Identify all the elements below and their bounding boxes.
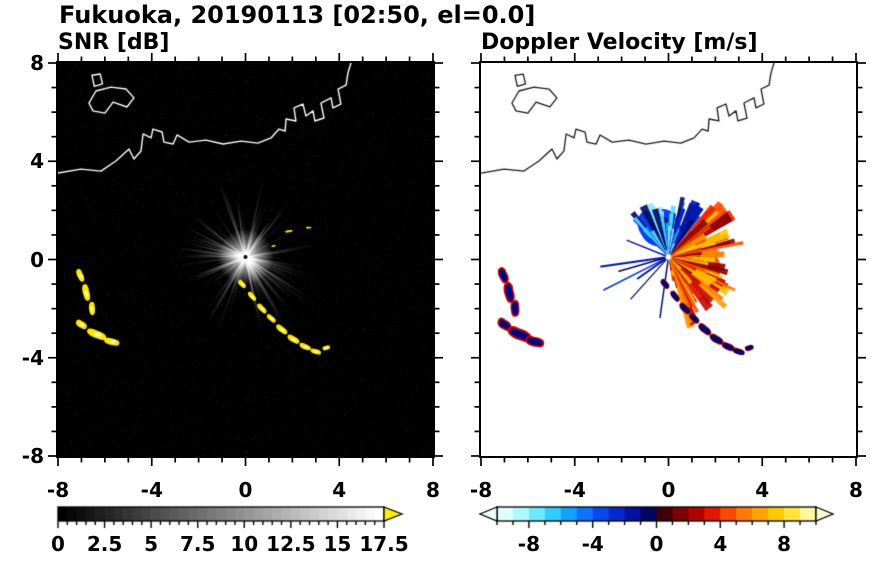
colorbar-tick-label: 0: [51, 532, 65, 556]
x-tick-label: -4: [140, 478, 163, 502]
x-tick-label: 8: [849, 478, 863, 502]
colorbar-tick-label: 5: [144, 532, 159, 556]
colorbar-tick-label: 4: [713, 532, 728, 556]
x-tick-label: 0: [661, 478, 676, 502]
colorbar-tick-label: -4: [581, 532, 604, 556]
doppler-panel-title: Doppler Velocity [m/s]: [481, 30, 758, 55]
y-tick-label: -8: [21, 444, 44, 468]
x-tick-label: 4: [332, 478, 347, 502]
snr-plot-area: [56, 61, 435, 458]
doppler-radar-canvas: [481, 63, 856, 456]
colorbar-tick-label: 15: [323, 532, 352, 556]
colorbar-tick-label: 10: [230, 532, 259, 556]
snr-colorbar: [56, 505, 408, 535]
snr-panel-title: SNR [dB]: [58, 30, 170, 55]
x-tick-label: -4: [563, 478, 586, 502]
colorbar-tick-label: 8: [777, 532, 792, 556]
colorbar-tick-label: 0: [649, 532, 664, 556]
x-tick-label: 4: [755, 478, 770, 502]
y-tick-label: 4: [30, 149, 44, 174]
x-tick-label: 8: [426, 478, 440, 502]
x-tick-label: -8: [469, 478, 493, 502]
colorbar-tick-label: 2.5: [86, 532, 123, 556]
snr-radar-canvas: [58, 63, 433, 456]
colorbar-tick-label: 7.5: [179, 532, 216, 556]
colorbar-tick-label: -8: [517, 532, 540, 556]
colorbar-tick-label: 12.5: [266, 532, 316, 556]
doppler-plot-area: [479, 61, 858, 458]
x-tick-label: -8: [46, 478, 70, 502]
y-tick-label: 8: [30, 51, 44, 75]
figure-title: Fukuoka, 20190113 [02:50, el=0.0]: [59, 1, 536, 29]
colorbar-tick-label: 17.5: [359, 532, 409, 556]
y-tick-label: -4: [21, 345, 44, 370]
y-tick-label: 0: [30, 247, 44, 272]
x-tick-label: 0: [238, 478, 253, 502]
doppler-colorbar: [478, 505, 838, 535]
